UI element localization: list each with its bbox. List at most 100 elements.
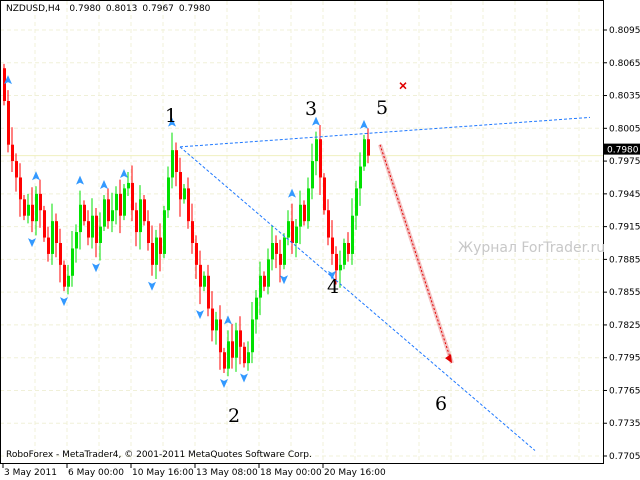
candle-body (251, 319, 254, 353)
candle-body (215, 319, 218, 331)
grid (0, 1, 603, 463)
ohlc-open: 0.7980 (69, 4, 101, 14)
candle-body (131, 182, 134, 211)
y-tick-label: 0.7795 (609, 354, 640, 364)
candle-body (343, 243, 346, 265)
ohlc-close: 0.7980 (178, 4, 211, 14)
y-tick-label: 0.8035 (609, 92, 640, 102)
candle-body (47, 237, 50, 254)
candle-body (287, 221, 290, 238)
candle-body (239, 330, 242, 347)
fractal-down-arrow-icon (280, 275, 288, 285)
fractal-down-arrow-icon (220, 378, 228, 388)
x-tick-label: 18 May 00:00 (260, 468, 322, 478)
x-tick-label: 3 May 2011 (4, 468, 57, 478)
y-tick-label: 0.7885 (609, 255, 640, 265)
candle-body (111, 210, 114, 222)
wave-label-1: 1 (165, 105, 177, 127)
candle-body (315, 139, 318, 162)
y-tick-label: 0.7825 (609, 321, 640, 331)
candle-body (323, 177, 326, 211)
candle-body (15, 161, 18, 178)
candle-body (91, 215, 94, 238)
candle-body (347, 243, 350, 254)
fractal-up-arrow-icon (100, 179, 108, 189)
candle-body (27, 204, 30, 216)
candle-body (319, 139, 322, 178)
y-tick-label: 0.7705 (609, 452, 640, 462)
fractal-up-arrow-icon (32, 171, 40, 181)
y-tick-label: 0.8095 (609, 26, 640, 36)
fractal-up-arrow-icon (120, 169, 128, 179)
y-tick-label: 0.8005 (609, 124, 640, 134)
wave-label-3: 3 (305, 98, 317, 120)
candle-body (359, 166, 362, 189)
candle-body (355, 188, 358, 216)
y-tick-label: 0.7735 (609, 419, 640, 429)
candle-body (3, 68, 6, 102)
candle-body (175, 150, 178, 173)
candle-body (51, 221, 54, 254)
fractal-up-arrow-icon (168, 117, 176, 127)
watermark: Журнал ForTrader.ru (458, 240, 605, 256)
candle-body (195, 243, 198, 265)
candle-body (211, 308, 214, 331)
candle-body (95, 215, 98, 244)
candle-body (31, 204, 34, 222)
candle-body (243, 346, 246, 364)
candle-body (271, 243, 274, 260)
fractal-down-arrow-icon (328, 270, 336, 280)
wave-label-6: 6 (435, 393, 447, 415)
candle-body (155, 237, 158, 265)
candle-body (199, 264, 202, 287)
lower-trendline (179, 146, 536, 451)
candle-body (35, 193, 38, 222)
fractal-down-arrow-icon (92, 263, 100, 273)
upper-trendline (179, 116, 591, 148)
forecast-arrow (379, 144, 451, 358)
candles (3, 63, 370, 377)
candle-body (235, 330, 238, 358)
candle-body (291, 221, 294, 244)
candle-body (227, 341, 230, 369)
x-axis: 3 May 2011 6 May 00:00 10 May 16:00 13 May … (2, 463, 386, 478)
candle-body (223, 352, 226, 369)
candle-body (207, 275, 210, 309)
current-price-label: 0.7980 (607, 146, 639, 156)
candle-body (267, 259, 270, 287)
y-tick-label: 0.7975 (609, 157, 640, 167)
candle-body (263, 275, 266, 287)
candle-body (71, 248, 74, 276)
candle-body (279, 253, 282, 265)
fractal-down-arrow-icon (60, 297, 68, 307)
candle-body (255, 297, 258, 320)
fractal-down-arrow-icon (28, 238, 36, 248)
fractal-up-arrow-icon (360, 119, 368, 129)
fractal-down-arrow-icon (240, 373, 248, 383)
candle-body (43, 210, 46, 238)
candle-body (275, 243, 278, 254)
candle-body (151, 243, 154, 265)
candle-body (187, 188, 190, 222)
arrow-head-icon (445, 354, 452, 364)
candle-body (331, 237, 334, 254)
candle-body (335, 253, 338, 271)
fractal-up-arrow-icon (288, 188, 296, 198)
y-tick-label: 0.7855 (609, 288, 640, 298)
candle-body (191, 221, 194, 244)
candle-body (247, 352, 250, 364)
candle-body (83, 204, 86, 222)
candle-body (163, 210, 166, 254)
candle-body (123, 188, 126, 216)
candle-body (59, 243, 62, 265)
fractal-up-arrow-icon (4, 75, 12, 85)
candle-body (135, 210, 138, 233)
forecast-arrow-shadow (378, 144, 454, 364)
candle-body (219, 319, 222, 353)
plot-border (0, 0, 604, 464)
wave-label-2: 2 (228, 405, 240, 427)
candle-body (107, 199, 110, 222)
candle-body (11, 144, 14, 162)
candle-body (99, 226, 102, 244)
candle-body (127, 182, 130, 189)
